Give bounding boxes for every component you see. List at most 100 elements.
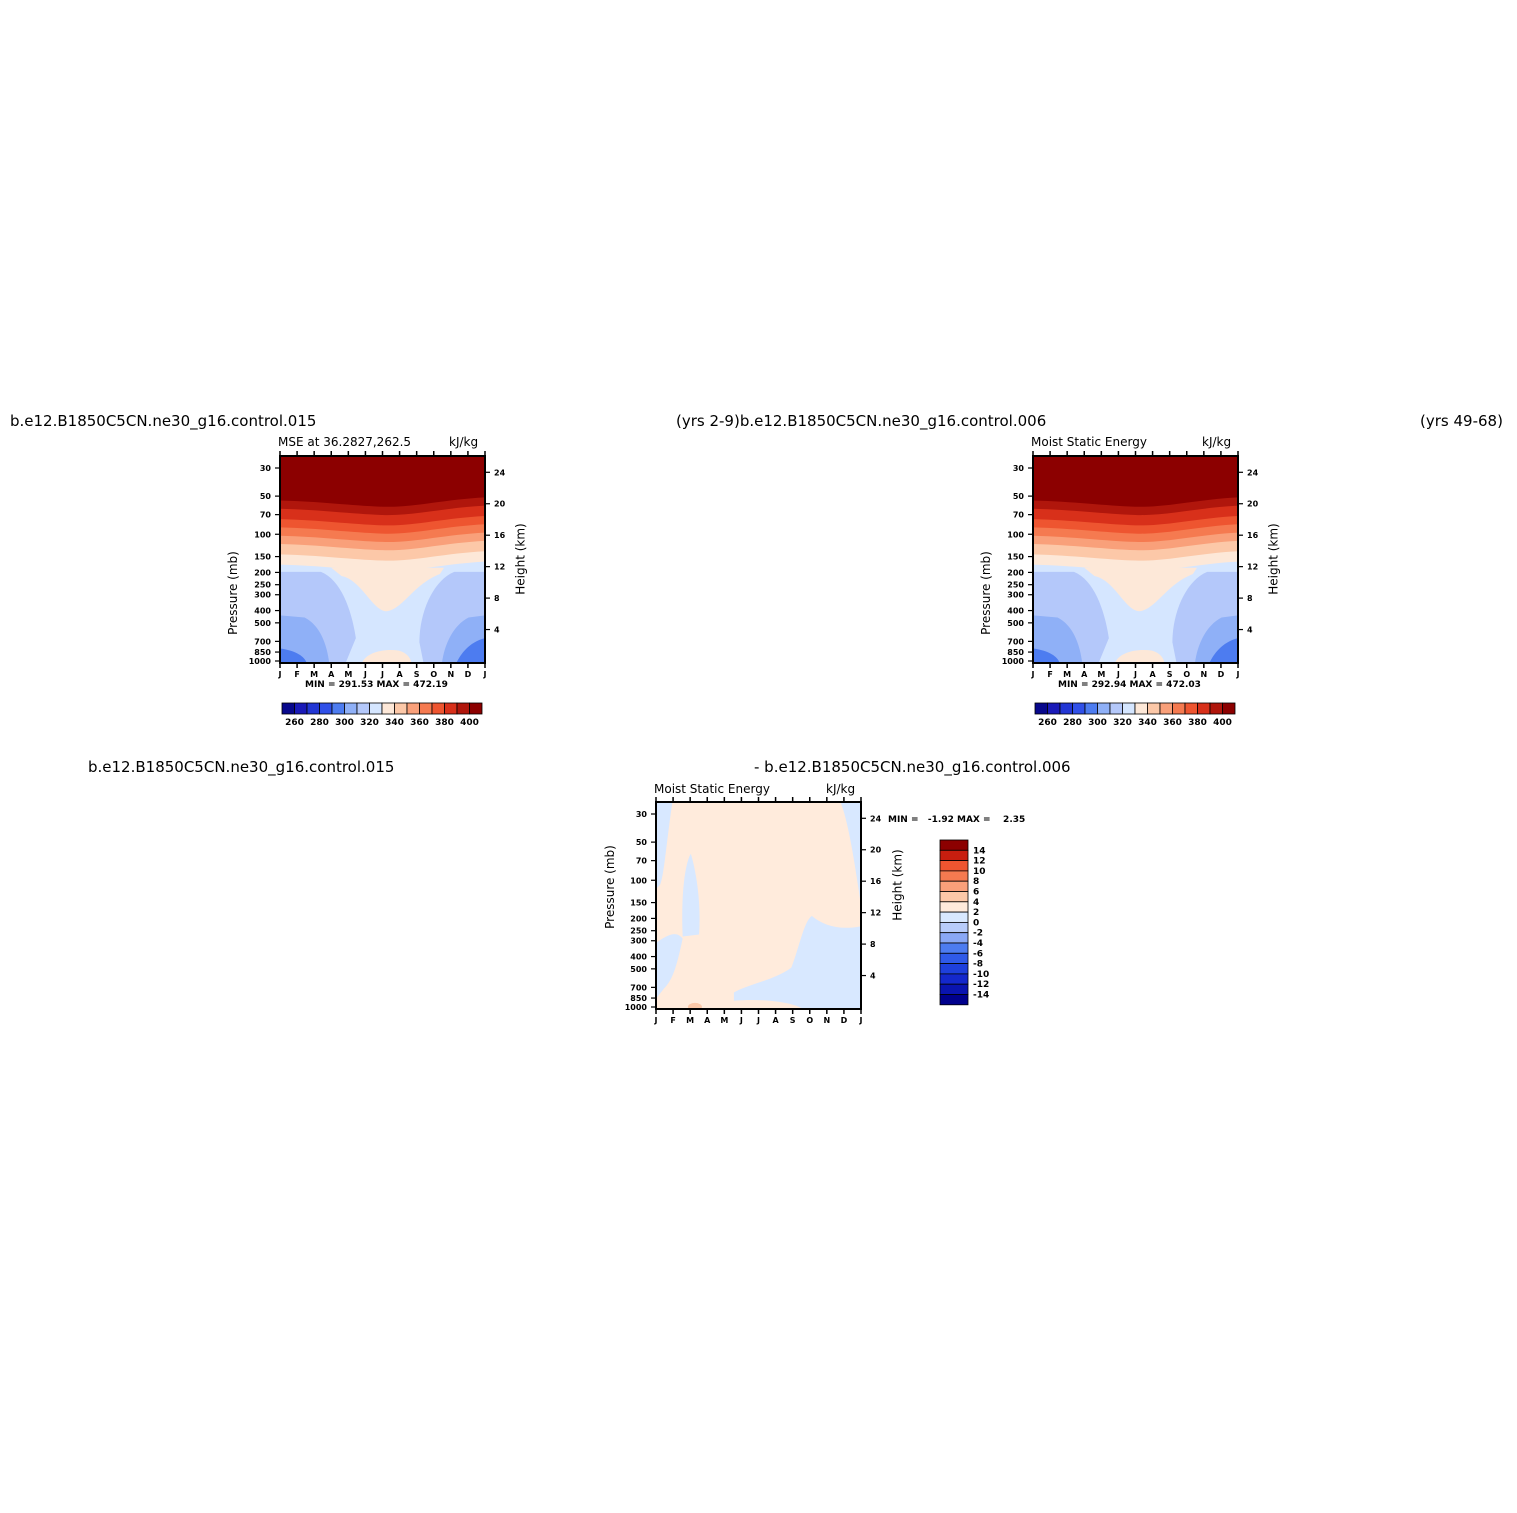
p3-colorbar-tick: 10 bbox=[973, 867, 986, 877]
p1-colorbar-box bbox=[456, 702, 470, 715]
p2-colorbar-box bbox=[1209, 702, 1223, 715]
p2-month-label: O bbox=[1183, 670, 1190, 679]
p2-colorbar-tick: 340 bbox=[1138, 718, 1157, 728]
panel1-min-max: MIN = 291.53 MAX = 472.19 bbox=[305, 680, 448, 690]
p1-colorbar-tick: 380 bbox=[435, 718, 454, 728]
p1-lobe-right-3 bbox=[456, 638, 485, 663]
p2-month-label: F bbox=[1047, 670, 1052, 679]
p1-colorbar-box bbox=[419, 702, 433, 715]
p2-pressure-label: 150 bbox=[1007, 553, 1024, 562]
p3-colorbar-box bbox=[939, 973, 969, 985]
p3-colorbar-tick: 14 bbox=[973, 846, 986, 856]
p2-pressure-label: 100 bbox=[1007, 530, 1024, 539]
p2-colorbar-box bbox=[1109, 702, 1123, 715]
p3-neg-left bbox=[656, 802, 673, 889]
p3-colorbar-box bbox=[939, 952, 969, 965]
p3-pressure-label: 400 bbox=[630, 953, 647, 962]
p3-colorbar-box bbox=[939, 932, 969, 944]
p3-colorbar-tick: 8 bbox=[973, 877, 979, 887]
p1-pressure-label: 500 bbox=[254, 619, 271, 628]
p3-neg-spike bbox=[682, 853, 700, 937]
p1-month-label: S bbox=[414, 670, 420, 679]
p3-month-label: M bbox=[720, 1016, 728, 1025]
p2-month-label: M bbox=[1063, 670, 1071, 679]
p1-colorbar-box bbox=[369, 702, 383, 715]
p2-pressure-label: 250 bbox=[1007, 581, 1024, 590]
p1-pressure-label: 250 bbox=[254, 581, 271, 590]
p1-height-label: 4 bbox=[494, 626, 500, 635]
p1-colorbar-tick: 260 bbox=[285, 718, 304, 728]
p3-month-label: M bbox=[686, 1016, 694, 1025]
p1-month-label: D bbox=[465, 670, 472, 679]
p3-height-label: 8 bbox=[870, 940, 876, 949]
p3-month-label: F bbox=[670, 1016, 675, 1025]
p3-colorbar-tick: -8 bbox=[973, 960, 983, 970]
p3-pressure-label: 30 bbox=[636, 810, 648, 819]
p1-height-label: 24 bbox=[494, 468, 506, 477]
p2-colorbar-tick: 320 bbox=[1113, 718, 1132, 728]
p2-colorbar-box bbox=[1034, 702, 1048, 715]
p1-pressure-label: 850 bbox=[254, 648, 271, 657]
p2-month-label: J bbox=[1031, 670, 1035, 679]
p1-pressure-label: 50 bbox=[260, 492, 272, 501]
p2-pressure-label: 50 bbox=[1013, 492, 1025, 501]
p3-colorbar-box bbox=[939, 849, 969, 862]
panel3-ylabel: Pressure (mb) bbox=[602, 845, 617, 929]
p1-month-label: J bbox=[363, 670, 367, 679]
p1-month-label: F bbox=[294, 670, 299, 679]
p3-colorbar-box bbox=[939, 963, 969, 975]
p2-month-label: A bbox=[1081, 670, 1088, 679]
p2-lobe-left-2 bbox=[1033, 615, 1083, 663]
panel2-plot: J F M A M J J A S O N D J305070100150200250300400500… bbox=[1002, 451, 1259, 728]
p3-pressure-label: 150 bbox=[630, 899, 647, 908]
p1-pressure-label: 100 bbox=[254, 530, 271, 539]
p1-colorbar-box bbox=[469, 702, 483, 715]
p2-pressure-label: 200 bbox=[1007, 568, 1024, 577]
p1-month-label: M bbox=[344, 670, 352, 679]
p1-colorbar-box bbox=[306, 702, 320, 715]
p2-colorbar-box bbox=[1059, 702, 1073, 715]
p1-month-label: J bbox=[483, 670, 487, 679]
panel3-title: Moist Static Energy bbox=[654, 782, 770, 796]
panel2-header: (yrs 2-9)b.e12.B1850C5CN.ne30_g16.contro… bbox=[676, 412, 1047, 430]
p2-height-label: 8 bbox=[1247, 594, 1253, 603]
p2-month-label: J bbox=[1236, 670, 1240, 679]
p1-height-label: 20 bbox=[494, 500, 506, 509]
p3-month-label: J bbox=[654, 1016, 658, 1025]
p2-field bbox=[1033, 456, 1238, 663]
p3-colorbar-tick: -6 bbox=[973, 949, 983, 959]
panel1-header: b.e12.B1850C5CN.ne30_g16.control.015 bbox=[10, 412, 317, 430]
panel1-ylabel-right: Height (km) bbox=[513, 523, 528, 595]
p2-colorbar-box bbox=[1047, 702, 1061, 715]
p3-pressure-label: 1000 bbox=[625, 1003, 648, 1012]
p3-pos-patch bbox=[687, 1002, 702, 1009]
p3-colorbar-tick: -14 bbox=[973, 991, 989, 1001]
p3-colorbar-tick: 2 bbox=[973, 908, 979, 918]
p3-pressure-label: 500 bbox=[630, 965, 647, 974]
p3-month-label: A bbox=[772, 1016, 779, 1025]
p3-month-label: O bbox=[806, 1016, 813, 1025]
p2-band-0 bbox=[1033, 456, 1238, 507]
p1-month-label: N bbox=[447, 670, 454, 679]
p3-colorbar-tick: 6 bbox=[973, 888, 979, 898]
p3-colorbar-tick: -10 bbox=[973, 970, 989, 980]
p1-pressure-label: 700 bbox=[254, 637, 271, 646]
p3-field bbox=[656, 802, 861, 1009]
p3-colorbar-box bbox=[939, 921, 969, 934]
p1-colorbar-tick: 360 bbox=[410, 718, 429, 728]
p3-pressure-label: 50 bbox=[636, 838, 648, 847]
p1-colorbar-box bbox=[281, 702, 295, 715]
p2-height-label: 12 bbox=[1247, 563, 1258, 572]
p2-month-label: A bbox=[1149, 670, 1156, 679]
p1-colorbar-box bbox=[406, 702, 420, 715]
p1-pressure-label: 200 bbox=[254, 568, 271, 577]
p1-colorbar-box bbox=[394, 702, 408, 715]
p3-neg-right-top bbox=[840, 802, 861, 906]
p1-month-label: A bbox=[328, 670, 335, 679]
p3-colorbar-box bbox=[939, 994, 969, 1006]
p2-colorbar-box bbox=[1172, 702, 1186, 715]
panel1-title: MSE at 36.2827,262.5 bbox=[278, 435, 412, 449]
p3-colorbar-box bbox=[939, 911, 969, 923]
